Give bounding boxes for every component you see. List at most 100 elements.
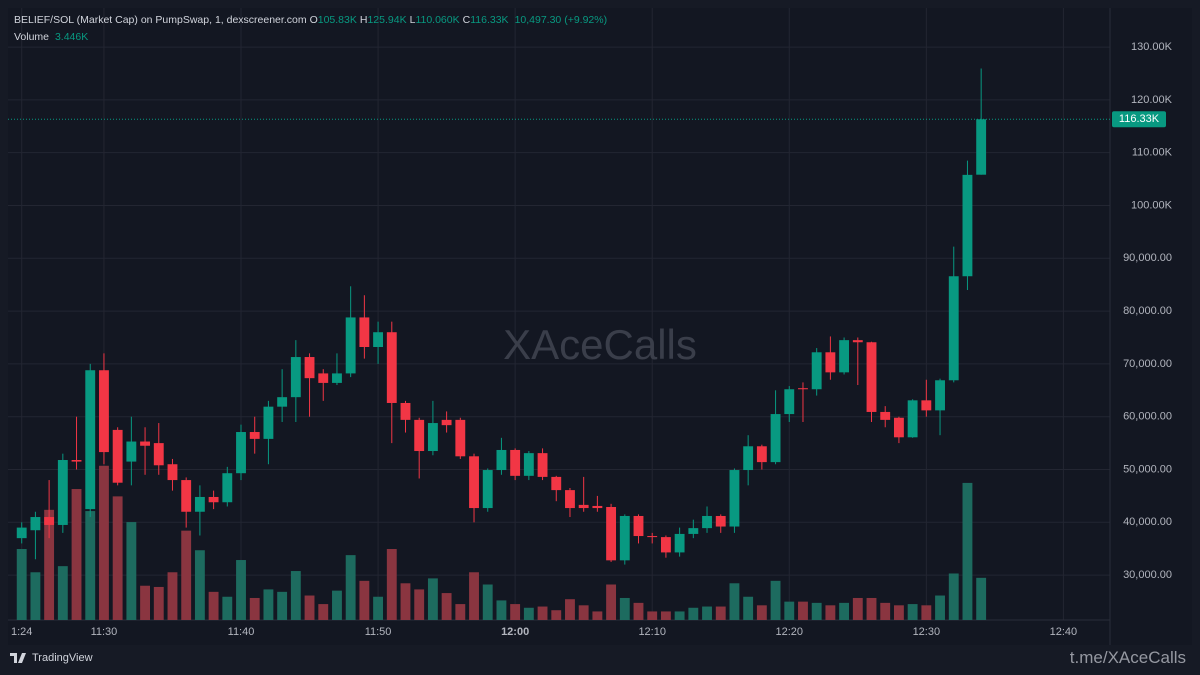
volume-bar bbox=[962, 482, 973, 620]
volume-bar bbox=[71, 489, 82, 620]
volume-bar bbox=[318, 604, 329, 620]
candle-body bbox=[167, 464, 178, 481]
candle-body bbox=[907, 400, 918, 438]
y-tick-label: 30,000.00 bbox=[1123, 569, 1172, 581]
volume-bar bbox=[674, 611, 685, 620]
candle-body bbox=[743, 446, 754, 471]
volume-bar bbox=[112, 496, 123, 620]
ohlc-key: C bbox=[462, 14, 471, 26]
watermark: XAceCalls bbox=[503, 321, 697, 368]
x-tick-label: 11:30 bbox=[91, 626, 118, 638]
volume-bar bbox=[386, 549, 397, 620]
candle-body bbox=[510, 449, 521, 476]
volume-bar bbox=[304, 595, 315, 620]
candle-body bbox=[537, 453, 548, 477]
y-tick-label: 80,000.00 bbox=[1123, 305, 1172, 317]
volume-bar bbox=[427, 578, 438, 620]
volume-bar bbox=[688, 607, 699, 620]
x-tick-label: 11:40 bbox=[228, 626, 255, 638]
volume-bar bbox=[551, 610, 562, 620]
volume-bar bbox=[414, 589, 425, 620]
candle-body bbox=[208, 496, 219, 503]
volume-bar bbox=[496, 600, 507, 620]
volume-bar bbox=[660, 611, 671, 620]
candle-body bbox=[565, 490, 575, 509]
candle-body bbox=[236, 432, 246, 474]
volume-bar bbox=[592, 611, 603, 620]
volume-bar bbox=[167, 572, 178, 620]
volume-bar bbox=[523, 607, 534, 620]
candle-body bbox=[332, 373, 342, 383]
y-tick-label: 50,000.00 bbox=[1123, 463, 1172, 475]
y-tick-label: 120.00K bbox=[1131, 94, 1173, 106]
volume-bar bbox=[784, 601, 795, 620]
ohlc-value: 116.33K bbox=[470, 14, 509, 26]
candle-body bbox=[427, 423, 438, 452]
y-tick-label: 110.00K bbox=[1132, 147, 1173, 159]
volume-bar bbox=[222, 596, 233, 620]
candle-body bbox=[373, 332, 384, 348]
candle-body bbox=[112, 429, 123, 483]
candle-body bbox=[976, 119, 987, 175]
candle-body bbox=[798, 388, 808, 390]
x-tick-label: 12:30 bbox=[913, 626, 941, 638]
volume-bar bbox=[702, 606, 712, 620]
candle-body bbox=[277, 397, 288, 407]
volume-bar bbox=[332, 590, 342, 620]
volume-bar bbox=[373, 596, 384, 620]
candle-body bbox=[962, 174, 973, 277]
candle-body bbox=[99, 370, 109, 453]
y-tick-label: 70,000.00 bbox=[1123, 358, 1172, 370]
volume-bar bbox=[907, 604, 918, 620]
volume-bar bbox=[743, 596, 754, 620]
candle-body bbox=[400, 402, 411, 420]
candle-body bbox=[935, 380, 945, 411]
candle-body bbox=[153, 443, 164, 466]
plot-background bbox=[8, 8, 1192, 645]
volume-bar bbox=[99, 465, 109, 620]
volume-bar bbox=[400, 583, 411, 620]
candle-body bbox=[441, 419, 452, 426]
volume-bar bbox=[715, 606, 726, 620]
volume-bar bbox=[852, 597, 863, 620]
candle-body bbox=[606, 506, 617, 561]
candle-body bbox=[702, 515, 712, 529]
candle-body bbox=[770, 414, 781, 463]
volume-bar bbox=[194, 550, 205, 620]
volume-bar bbox=[565, 599, 575, 620]
candle-body bbox=[619, 515, 630, 561]
candle-body bbox=[194, 496, 205, 512]
volume-bar bbox=[756, 605, 767, 620]
candle-body bbox=[496, 449, 507, 471]
volume-bar bbox=[948, 573, 959, 620]
volume-bar bbox=[44, 509, 55, 620]
candle-body bbox=[825, 352, 836, 373]
candle-body bbox=[756, 446, 767, 463]
candle-body bbox=[660, 537, 671, 553]
change: 10,497.30 (+9.92%) bbox=[514, 14, 608, 26]
volume-bar bbox=[866, 597, 877, 620]
last-price-tag bbox=[1112, 111, 1166, 128]
volume-bar bbox=[633, 602, 644, 620]
volume-bar bbox=[729, 583, 740, 620]
volume-bar bbox=[811, 602, 822, 620]
y-tick-label: 40,000.00 bbox=[1123, 516, 1172, 528]
ohlc-value: 125.94K bbox=[367, 14, 407, 26]
candle-body bbox=[633, 515, 644, 537]
volume-bar bbox=[537, 606, 548, 620]
volume-bar bbox=[976, 577, 987, 620]
x-tick-label: 12:10 bbox=[638, 626, 666, 638]
candle-body bbox=[140, 441, 150, 446]
volume-bar bbox=[770, 580, 781, 620]
ohlc: O105.83K H125.94K L110.060K C116.33K bbox=[310, 14, 512, 26]
ohlc-key: H bbox=[359, 14, 368, 26]
ohlc-row: BELIEF/SOL (Market Cap) on PumpSwap, 1, … bbox=[14, 12, 610, 29]
candle-body bbox=[290, 357, 301, 398]
volume-bar bbox=[606, 584, 617, 620]
y-tick-label: 90,000.00 bbox=[1123, 252, 1172, 264]
candle-body bbox=[482, 470, 493, 509]
volume-value: 3.446K bbox=[54, 31, 89, 43]
volume-bar bbox=[16, 549, 27, 620]
volume-bar bbox=[208, 591, 219, 620]
